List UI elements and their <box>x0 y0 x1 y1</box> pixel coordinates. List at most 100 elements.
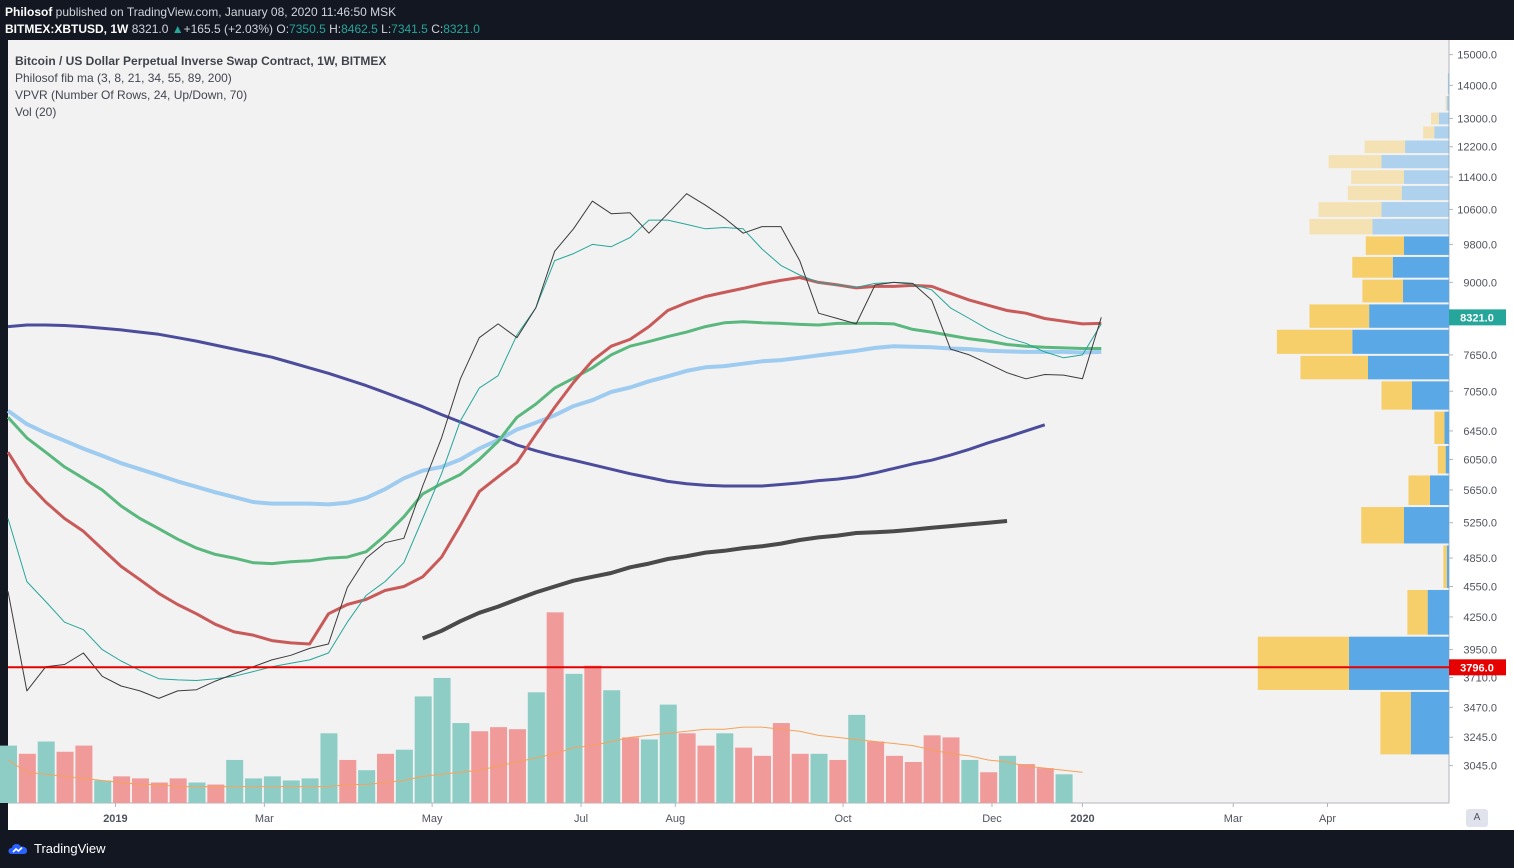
volume-bar <box>75 745 93 803</box>
vpvr-down-bar <box>1434 411 1445 444</box>
vpvr-down-bar <box>1352 256 1393 278</box>
vpvr-down-bar <box>1351 170 1404 184</box>
chart-area[interactable]: 15000.0 14000.0 13000.0 12200.0 11400.0 10600… <box>0 40 1514 830</box>
high-value: 8462.5 <box>341 22 378 36</box>
vpvr-up-bar <box>1401 185 1449 201</box>
ma-line-ma8 <box>7 219 1102 681</box>
vpvr-down-bar <box>1437 445 1446 474</box>
tradingview-logo[interactable]: TradingView <box>8 841 106 856</box>
vpvr-down-bar <box>1381 381 1412 410</box>
y-tick-label: 4550.0 <box>1463 582 1497 594</box>
vpvr-up-bar <box>1368 355 1449 380</box>
vpvr-down-bar <box>1300 355 1368 380</box>
vpvr-up-bar <box>1392 256 1449 278</box>
y-tick-label: 13000.0 <box>1457 113 1497 125</box>
close-label: C: <box>431 22 444 36</box>
vpvr-down-bar <box>1445 96 1447 111</box>
vpvr-up-bar <box>1381 155 1449 169</box>
y-tick-label: 5650.0 <box>1463 485 1497 497</box>
vpvr-up-bar <box>1405 140 1449 154</box>
volume-bar <box>980 772 998 803</box>
vpvr-down-bar <box>1365 236 1404 255</box>
volume-bar <box>640 739 658 803</box>
open-label: O: <box>276 22 290 36</box>
volume-bar <box>56 751 74 803</box>
volume-bar <box>716 733 734 803</box>
vpvr-down-bar <box>1408 475 1430 506</box>
volume-bar <box>508 729 526 803</box>
vpvr-up-bar <box>1404 236 1449 255</box>
vpvr-up-bar <box>1444 411 1449 444</box>
volume-bar <box>150 782 168 803</box>
volume-bar <box>113 776 131 803</box>
ma-line-ma200 <box>421 519 1008 641</box>
volume-bar <box>1055 774 1073 803</box>
vpvr-up-bar <box>1348 636 1449 690</box>
volume-bar <box>603 690 621 803</box>
vpvr-up-bar <box>1429 475 1449 506</box>
volume-bar <box>18 753 36 803</box>
up-arrow-icon: ▲ <box>171 22 184 36</box>
price-chart[interactable]: 15000.0 14000.0 13000.0 12200.0 11400.0 10600… <box>0 40 1514 830</box>
auto-scale-button[interactable]: A <box>1466 809 1488 827</box>
volume-bar <box>377 753 394 803</box>
x-tick-label: Aug <box>666 813 686 825</box>
publish-info: published on TradingView.com, January 08… <box>52 5 397 19</box>
volume-bar <box>245 778 263 803</box>
vpvr-up-bar <box>1446 545 1449 588</box>
y-tick-label: 3470.0 <box>1463 702 1497 714</box>
tradingview-cloud-icon <box>8 843 28 854</box>
vpvr-up-bar <box>1352 329 1449 354</box>
x-tick-label: Mar <box>1224 813 1243 825</box>
volume-bar <box>527 692 545 803</box>
close-value: 8321.0 <box>443 22 480 36</box>
volume-bar <box>961 759 979 803</box>
x-tick-label: Apr <box>1319 813 1336 825</box>
volume-bar <box>754 755 771 803</box>
volume-bar <box>678 733 696 803</box>
vpvr-up-bar <box>1381 202 1449 217</box>
vpvr-down-bar <box>1380 691 1411 755</box>
legend-main-series[interactable]: Bitcoin / US Dollar Perpetual Inverse Sw… <box>15 54 387 68</box>
volume-bar <box>735 747 753 803</box>
y-tick-label: 5250.0 <box>1463 518 1497 530</box>
volume-bar <box>1017 764 1035 803</box>
volume-bar <box>226 759 244 803</box>
vpvr-up-bar <box>1446 96 1449 111</box>
legend-vpvr[interactable]: VPVR (Number Of Rows, 24, Up/Down, 70) <box>15 88 248 102</box>
volume-bar <box>320 733 338 803</box>
plot-background <box>8 40 1449 803</box>
y-tick-label: 14000.0 <box>1457 80 1497 92</box>
y-tick-label: 4850.0 <box>1463 553 1497 565</box>
y-tick-label: 6450.0 <box>1463 426 1497 438</box>
volume-bar <box>565 673 583 803</box>
vpvr-down-bar <box>1257 636 1349 690</box>
vpvr-down-bar <box>1309 218 1373 235</box>
publish-line: Philosof published on TradingView.com, J… <box>5 5 396 19</box>
y-tick-label: 3245.0 <box>1463 732 1497 744</box>
volume-bar <box>263 776 281 803</box>
legend-fib-ma[interactable]: Philosof fib ma (3, 8, 21, 34, 55, 89, 2… <box>15 71 232 85</box>
volume-bar <box>697 745 715 803</box>
vpvr-up-bar <box>1447 73 1449 95</box>
volume-bar <box>659 704 677 803</box>
volume-bar <box>772 723 790 803</box>
volume-bar <box>131 778 149 803</box>
x-tick-label: 2020 <box>1070 813 1094 825</box>
volume-bar <box>169 778 187 803</box>
y-tick-label: 3045.0 <box>1463 761 1497 773</box>
y-tick-label: 11400.0 <box>1458 172 1497 184</box>
y-tick-label: 3710.0 <box>1463 673 1497 685</box>
volume-bar <box>546 612 564 803</box>
volume-bar <box>471 731 489 803</box>
vpvr-up-bar <box>1404 507 1449 544</box>
vpvr-down-bar <box>1431 112 1439 125</box>
x-tick-label: Dec <box>982 813 1002 825</box>
brand-label: TradingView <box>34 841 106 856</box>
vpvr-up-bar <box>1427 589 1449 635</box>
vpvr-down-bar <box>1347 185 1402 201</box>
author-name[interactable]: Philosof <box>5 5 53 19</box>
vpvr-up-bar <box>1372 218 1449 235</box>
legend-volume[interactable]: Vol (20) <box>15 105 57 119</box>
volume-bar <box>885 755 903 803</box>
